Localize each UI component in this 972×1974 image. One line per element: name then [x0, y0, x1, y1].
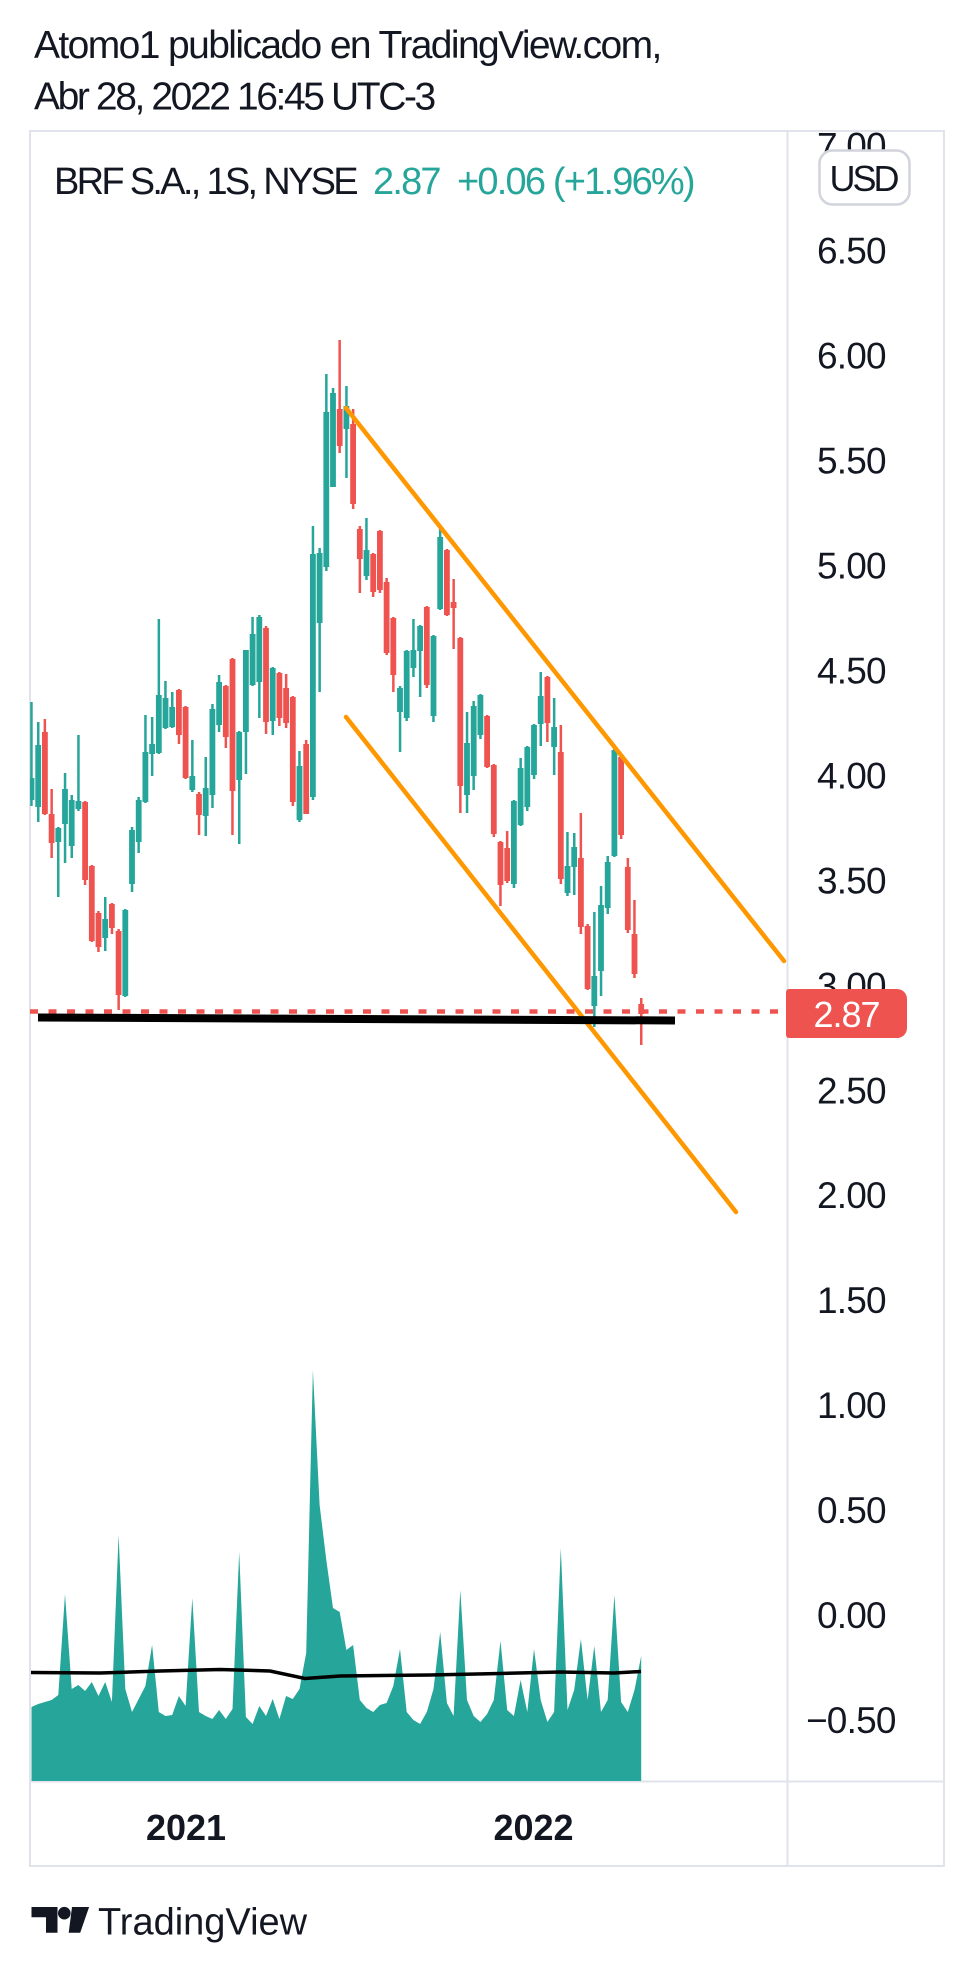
svg-text:2.50: 2.50	[817, 1070, 886, 1111]
svg-text:3.50: 3.50	[817, 860, 886, 901]
svg-text:5.50: 5.50	[817, 441, 886, 482]
svg-text:BRF S.A., 1S, NYSE: BRF S.A., 1S, NYSE	[54, 161, 357, 203]
svg-text:2.87: 2.87	[813, 994, 879, 1035]
svg-text:USD: USD	[829, 158, 898, 199]
svg-text:2022: 2022	[493, 1807, 573, 1848]
svg-text:Abr 28, 2022 16:45 UTC-3: Abr 28, 2022 16:45 UTC-3	[34, 76, 435, 119]
svg-text:Atomo1 publicado en TradingVie: Atomo1 publicado en TradingView.com,	[34, 24, 661, 67]
svg-text:6.00: 6.00	[817, 336, 886, 377]
svg-text:2021: 2021	[146, 1807, 226, 1848]
svg-text:2.87: 2.87	[373, 161, 440, 203]
svg-text:1.50: 1.50	[817, 1280, 886, 1321]
svg-text:TradingView: TradingView	[98, 1902, 308, 1944]
svg-text:6.50: 6.50	[817, 231, 886, 272]
svg-text:5.00: 5.00	[817, 546, 886, 587]
svg-text:0.00: 0.00	[817, 1595, 886, 1636]
svg-text:4.50: 4.50	[817, 651, 886, 692]
svg-text:+0.06 (+1.96%): +0.06 (+1.96%)	[457, 161, 694, 203]
svg-text:2.00: 2.00	[817, 1175, 886, 1216]
svg-text:4.00: 4.00	[817, 755, 886, 796]
svg-text:0.50: 0.50	[817, 1490, 886, 1531]
svg-text:−0.50: −0.50	[806, 1700, 896, 1741]
svg-text:1.00: 1.00	[817, 1385, 886, 1426]
